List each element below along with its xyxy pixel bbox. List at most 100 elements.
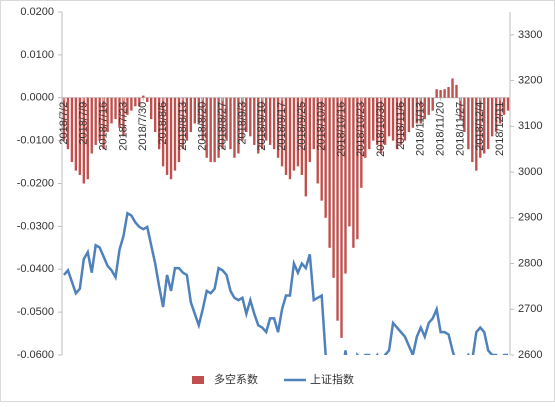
bar (98, 97, 101, 141)
bar (399, 97, 403, 145)
bar (74, 97, 78, 171)
bar (487, 97, 490, 150)
bar (86, 97, 89, 180)
y2-tick-label: 3300 (518, 29, 542, 41)
bar (387, 97, 391, 137)
bar (423, 97, 426, 120)
bar (177, 97, 181, 163)
bar (157, 97, 161, 150)
bar (70, 97, 74, 163)
bar (217, 97, 220, 158)
bar (364, 97, 367, 158)
bar (205, 97, 208, 158)
y-tick-label: -0.0200 (17, 177, 54, 189)
bar (368, 97, 371, 150)
bar (320, 97, 323, 201)
bar (268, 97, 272, 145)
bar (114, 97, 117, 120)
x-tick-label: 2018/9/25 (296, 102, 308, 151)
bar (395, 97, 399, 150)
legend-label: 上证指数 (310, 372, 354, 386)
bar (185, 97, 189, 141)
bar (467, 97, 470, 150)
x-tick-label: 2018/7/30 (137, 102, 149, 151)
bar (502, 97, 506, 115)
bar (213, 97, 216, 163)
bar (360, 97, 363, 188)
bar (118, 97, 121, 128)
bar (344, 97, 347, 274)
bar (90, 97, 93, 154)
bar (324, 97, 327, 218)
bar (431, 97, 434, 111)
line (63, 211, 509, 355)
x-tick-label: 2018/7/16 (98, 102, 110, 151)
y-tick-label: -0.0600 (17, 349, 54, 361)
bar (134, 97, 137, 107)
bar (292, 97, 296, 171)
bar (241, 97, 244, 141)
bar (498, 97, 502, 124)
bar (403, 97, 407, 141)
y2-tick-label: 2700 (518, 303, 542, 315)
x-tick-label: 2018/10/9 (316, 102, 328, 151)
bar (296, 97, 300, 167)
bar (189, 97, 193, 133)
bar (300, 97, 304, 175)
x-tick-label: 2018/8/13 (177, 102, 189, 151)
bar (130, 97, 133, 111)
bar (308, 97, 311, 163)
bar (316, 97, 319, 184)
legend-swatch (192, 376, 204, 384)
y2-tick-label: 3100 (518, 120, 542, 132)
bar (419, 97, 422, 124)
bar (233, 97, 236, 158)
bar (122, 97, 125, 137)
bar (264, 97, 268, 141)
bar (193, 97, 197, 124)
bar (506, 97, 510, 111)
bar (455, 84, 458, 98)
bar (332, 97, 335, 278)
bar (201, 97, 204, 141)
bar (173, 97, 177, 171)
bar (463, 97, 466, 133)
bar (142, 95, 145, 98)
bar (451, 78, 454, 98)
y-tick-label: -0.0400 (17, 263, 54, 275)
bar (443, 89, 446, 98)
y-tick-label: -0.0100 (17, 135, 54, 147)
bar (126, 97, 129, 115)
y-tick-label: -0.0500 (17, 306, 54, 318)
bar (284, 97, 288, 175)
bar (82, 97, 85, 184)
bar (391, 97, 395, 141)
x-tick-label: 2018/12/4 (474, 102, 486, 151)
x-tick-label: 2018/7/23 (117, 102, 129, 151)
bar (249, 97, 252, 137)
y2-tick-label: 2900 (518, 212, 542, 224)
x-tick-label: 2018/12/11 (494, 102, 506, 156)
x-tick-label: 2018/10/16 (335, 102, 347, 157)
bar (348, 97, 351, 227)
x-tick-label: 2018/9/10 (256, 102, 268, 151)
x-tick-label: 2018/11/20 (435, 102, 447, 156)
bar (340, 97, 343, 338)
bar (181, 97, 185, 150)
bar (169, 97, 173, 180)
x-tick-label: 2018/10/30 (375, 102, 387, 157)
bar (407, 97, 411, 133)
legend-label: 多空系数 (214, 372, 258, 386)
bar (78, 97, 82, 175)
bar (146, 97, 149, 103)
bar (288, 97, 292, 180)
bar (225, 97, 228, 141)
y2-tick-label: 2800 (518, 257, 542, 269)
bar (479, 97, 482, 158)
bar (304, 97, 308, 197)
bar (161, 97, 165, 167)
x-tick-label: 2018/10/23 (355, 102, 367, 157)
bar (435, 89, 438, 98)
bar (490, 97, 494, 137)
x-tick-label: 2018/11/27 (454, 102, 466, 156)
